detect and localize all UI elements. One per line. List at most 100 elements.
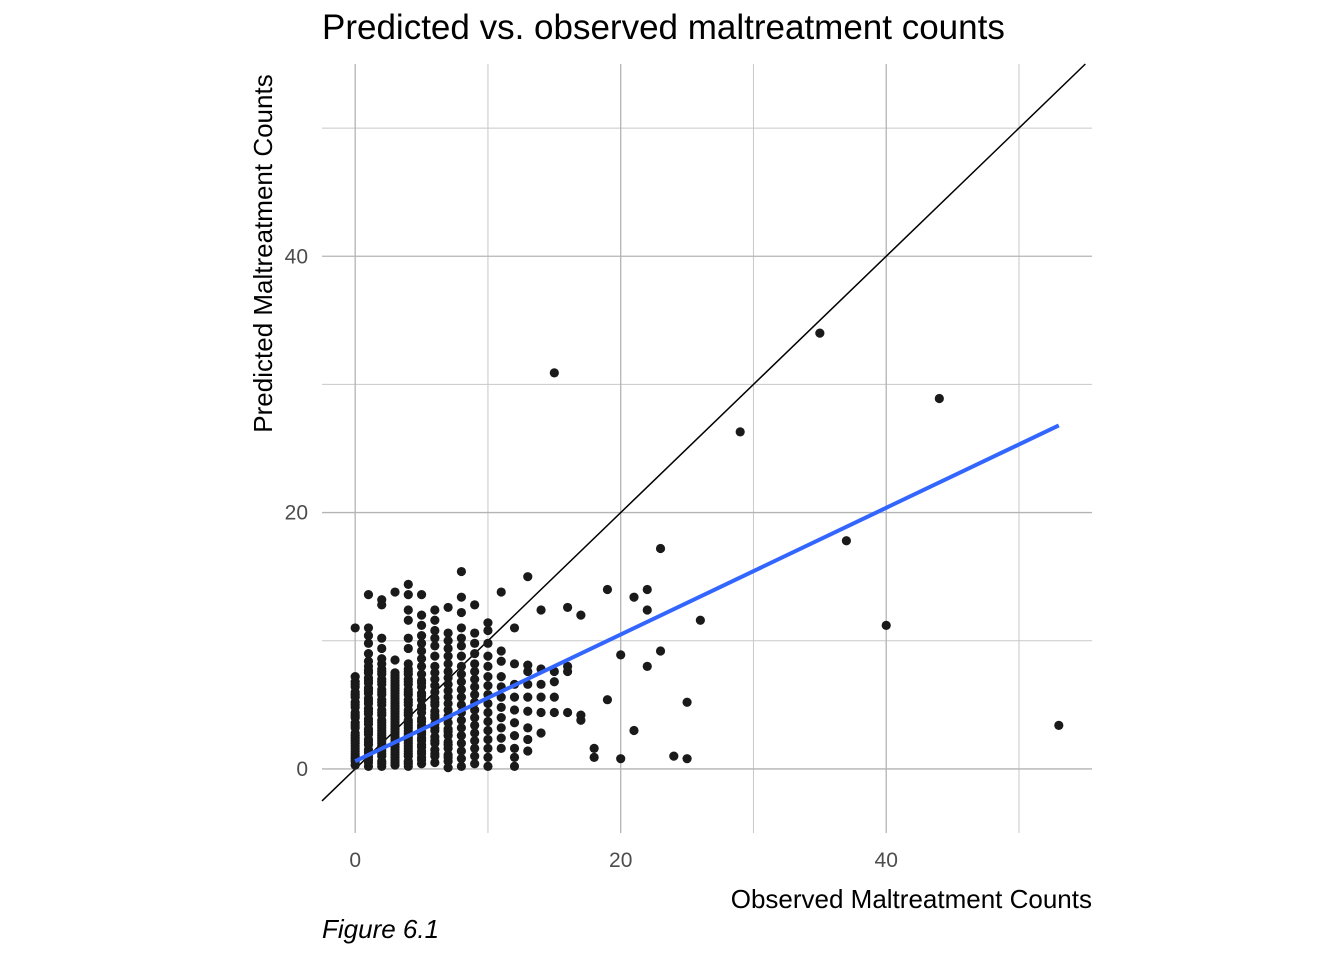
data-point (483, 638, 493, 648)
data-point (470, 674, 480, 684)
data-point (456, 692, 466, 702)
data-point (456, 738, 466, 748)
data-point (363, 737, 374, 747)
data-point (430, 748, 440, 759)
data-point (456, 592, 466, 602)
data-point (390, 587, 400, 597)
y-tick-label: 40 (285, 245, 308, 268)
data-point (470, 682, 480, 692)
data-point (456, 715, 466, 725)
data-point (456, 746, 466, 756)
x-tick-label: 20 (609, 849, 632, 872)
data-point (509, 752, 520, 762)
data-point (377, 666, 387, 677)
data-point (496, 723, 506, 733)
data-point (470, 628, 480, 638)
data-point (496, 743, 506, 754)
data-point (563, 661, 573, 671)
data-point (470, 751, 480, 761)
data-point (390, 711, 400, 721)
data-point (549, 707, 559, 718)
data-point (496, 656, 506, 666)
data-point (523, 723, 533, 733)
data-point (377, 633, 387, 643)
data-point (496, 587, 506, 597)
data-point (416, 748, 427, 759)
data-point (390, 722, 400, 732)
data-point (655, 543, 666, 554)
data-point (390, 752, 400, 762)
data-point (456, 566, 466, 577)
data-point (549, 692, 559, 702)
data-point (682, 697, 692, 707)
data-point (509, 623, 520, 633)
data-point (456, 661, 466, 671)
data-point (443, 679, 453, 689)
data-point (390, 681, 400, 691)
data-point (403, 759, 413, 769)
data-point (430, 757, 440, 768)
data-point (470, 638, 480, 648)
data-point (377, 677, 387, 687)
data-point (483, 716, 493, 727)
data-point (430, 641, 440, 651)
data-point (443, 628, 453, 638)
data-point (430, 651, 440, 661)
data-point (496, 713, 506, 723)
data-point (934, 393, 944, 404)
data-point (443, 727, 453, 737)
data-point (363, 638, 374, 648)
data-point (470, 689, 480, 700)
data-point (363, 706, 374, 716)
data-point (642, 584, 652, 595)
figure-caption: Figure 6.1 (322, 914, 440, 944)
data-point (443, 673, 453, 683)
data-point (430, 661, 440, 671)
data-point (430, 633, 440, 643)
data-point (456, 607, 466, 618)
data-point (416, 590, 427, 600)
data-point (377, 643, 387, 654)
data-point (416, 638, 427, 648)
data-point (536, 605, 546, 615)
data-point (363, 675, 374, 686)
data-point (536, 707, 546, 718)
data-point (403, 615, 413, 625)
data-point (377, 723, 387, 733)
data-point (509, 743, 520, 754)
data-point (443, 602, 453, 613)
data-point (536, 728, 546, 738)
data-point (496, 672, 506, 682)
data-point (456, 677, 466, 687)
data-point (589, 752, 599, 762)
data-point (589, 743, 599, 754)
data-point (416, 669, 427, 679)
data-point (483, 698, 493, 709)
data-point (456, 633, 466, 643)
data-point (841, 536, 851, 546)
data-point (536, 692, 546, 702)
data-point (443, 636, 453, 646)
data-point (483, 651, 493, 661)
data-point (430, 605, 440, 615)
data-point (470, 659, 480, 669)
data-point (443, 643, 453, 654)
data-point (523, 746, 533, 756)
data-point (881, 620, 891, 630)
data-point (669, 751, 679, 761)
y-tick-label: 20 (285, 502, 308, 525)
data-point (350, 623, 360, 633)
data-point (403, 723, 413, 733)
data-point (483, 707, 493, 718)
data-point (523, 660, 533, 670)
data-point (629, 725, 639, 736)
data-point (483, 743, 493, 754)
data-point (350, 672, 360, 682)
data-point (363, 631, 374, 641)
data-point (350, 700, 360, 710)
data-point (1054, 720, 1064, 730)
data-point (483, 761, 493, 771)
data-point (430, 710, 440, 720)
data-point (377, 733, 387, 743)
data-point (443, 692, 453, 702)
